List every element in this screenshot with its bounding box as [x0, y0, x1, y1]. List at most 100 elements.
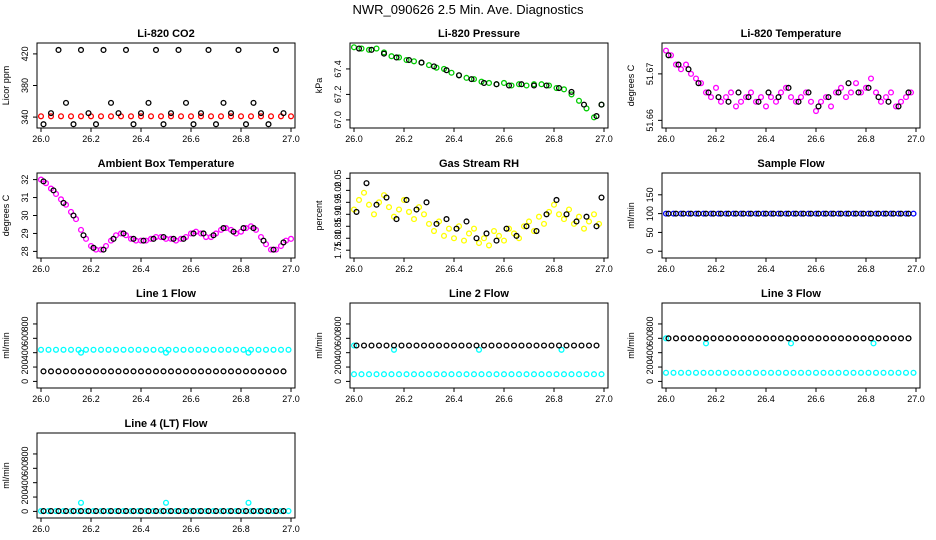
data-point	[797, 94, 805, 101]
y-tick-label: 0	[645, 249, 655, 254]
data-point	[875, 210, 882, 217]
data-point	[662, 210, 670, 217]
data-point	[538, 81, 545, 88]
data-point	[440, 232, 448, 239]
data-point	[190, 230, 197, 237]
y-tick-label: 800	[333, 316, 343, 331]
data-point	[167, 235, 175, 242]
data-point	[385, 204, 393, 211]
data-point	[508, 371, 515, 378]
data-point	[593, 113, 600, 120]
x-tick-label: 26.8	[545, 394, 563, 404]
data-point	[553, 84, 560, 92]
data-point	[710, 335, 717, 342]
data-point	[585, 218, 593, 225]
data-point	[857, 89, 865, 96]
data-point	[395, 54, 403, 61]
data-point	[428, 342, 435, 349]
data-point	[800, 335, 807, 342]
data-point	[373, 201, 380, 208]
data-point	[463, 74, 470, 81]
plot-frame-1	[349, 42, 609, 129]
x-tick-label: 26.4	[445, 134, 463, 144]
data-point	[82, 346, 90, 353]
data-point	[837, 335, 845, 342]
data-point	[523, 223, 530, 230]
data-point	[202, 346, 210, 353]
data-point	[167, 368, 175, 375]
panel-title: Sample Flow	[757, 158, 825, 170]
y-tick-label: 0	[20, 379, 30, 384]
x-tick-label: 26.4	[445, 394, 463, 404]
data-point	[220, 225, 227, 232]
data-point	[543, 82, 550, 89]
y-tick-label: 30	[20, 210, 30, 220]
data-point	[57, 113, 65, 120]
y-tick-label: 0	[645, 379, 655, 384]
panel-title: Ambient Box Temperature	[98, 158, 235, 170]
y-tick-label: 1.75	[333, 241, 343, 259]
data-point	[742, 94, 750, 101]
data-point	[533, 342, 540, 349]
data-point	[350, 44, 358, 51]
data-point	[77, 507, 85, 515]
data-point	[568, 88, 575, 95]
data-point	[697, 80, 705, 87]
data-point	[887, 369, 895, 376]
y-tick-label: 200	[333, 360, 343, 375]
data-point	[265, 507, 272, 515]
x-tick-label: 26.4	[757, 264, 775, 274]
data-point	[598, 101, 605, 108]
data-point	[77, 368, 85, 375]
data-point	[545, 371, 553, 378]
data-point	[383, 194, 390, 201]
data-point	[37, 507, 45, 515]
data-point	[162, 349, 170, 356]
data-point	[473, 342, 480, 349]
data-point	[280, 368, 287, 375]
data-point	[573, 218, 580, 225]
x-tick-label: 27.0	[595, 134, 613, 144]
data-point	[70, 368, 77, 375]
x-tick-label: 26.2	[707, 134, 725, 144]
data-point	[875, 335, 882, 342]
data-point	[578, 342, 585, 349]
panel-title: Li-820 Pressure	[438, 28, 520, 40]
data-point	[353, 208, 360, 215]
data-point	[837, 210, 845, 217]
data-point	[210, 232, 217, 239]
data-point	[583, 213, 590, 220]
data-point	[70, 121, 77, 128]
data-point	[548, 342, 555, 349]
data-point	[145, 507, 152, 515]
y-tick-label: 0	[333, 379, 343, 384]
data-point	[383, 342, 390, 349]
data-point	[448, 69, 455, 76]
data-point	[867, 210, 875, 217]
data-point	[433, 220, 440, 227]
data-point	[902, 94, 910, 101]
data-point	[695, 335, 702, 342]
y-tick-label: 50	[645, 227, 655, 237]
data-point	[735, 89, 742, 96]
data-point	[425, 62, 433, 69]
x-tick-label: 27.0	[282, 264, 300, 274]
x-tick-label: 26.6	[182, 134, 200, 144]
data-point	[782, 84, 790, 91]
data-point	[107, 368, 115, 375]
data-point	[130, 507, 137, 515]
data-point	[830, 335, 837, 342]
data-point	[815, 210, 822, 217]
data-point	[175, 46, 182, 53]
data-point	[67, 346, 75, 353]
data-point	[77, 499, 85, 506]
data-point	[775, 369, 782, 376]
y-tick-label: 1.90	[333, 206, 343, 224]
y-tick-label: 800	[645, 316, 655, 331]
data-point	[692, 369, 700, 376]
x-tick-label: 26.8	[857, 264, 875, 274]
data-point	[910, 210, 917, 217]
data-point	[835, 89, 842, 96]
data-point	[518, 81, 525, 88]
data-point	[443, 216, 450, 223]
